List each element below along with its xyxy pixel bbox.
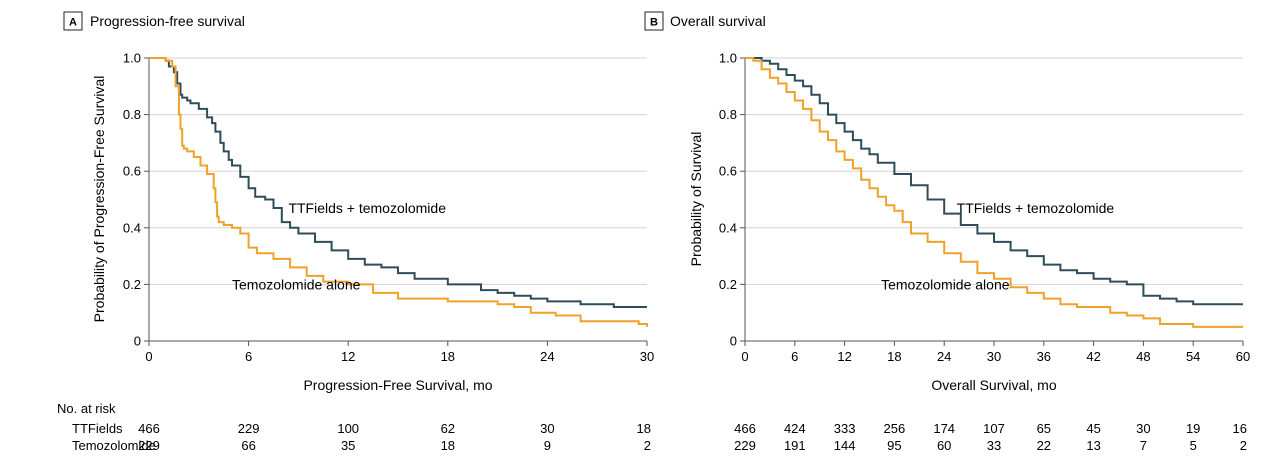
x-tick-label: 0 (145, 349, 152, 364)
panel-letter-box (63, 11, 83, 31)
x-tick-label: 12 (341, 349, 355, 364)
x-tick-label: 30 (640, 349, 654, 364)
curve-label: TTFields + temozolomide (288, 200, 446, 216)
y-tick-label: 0.2 (123, 277, 141, 292)
y-tick-label: 0.4 (123, 220, 141, 235)
risk-value: 65 (1037, 421, 1051, 436)
x-tick-label: 54 (1186, 349, 1200, 364)
temozolomide-survival-curve (149, 57, 648, 327)
y-tick-label: 0.8 (123, 107, 141, 122)
ttfields-survival-curve (149, 57, 647, 308)
risk-value: 229 (138, 438, 160, 453)
risk-value: 174 (933, 421, 955, 436)
curve-label: Temozolomide alone (232, 276, 361, 292)
y-axis-label: Probability of Progression-Free Survival (91, 76, 107, 323)
y-tick-label: 1.0 (123, 51, 141, 66)
risk-value: 229 (734, 438, 756, 453)
x-tick-label: 60 (1236, 349, 1250, 364)
temozolomide-survival-curve (745, 57, 1243, 328)
risk-value: 7 (1140, 438, 1147, 453)
risk-value: 107 (983, 421, 1005, 436)
risk-value: 424 (784, 421, 806, 436)
risk-value: 256 (884, 421, 906, 436)
risk-value: 2 (1240, 438, 1247, 453)
x-tick-label: 24 (937, 349, 951, 364)
x-tick-label: 36 (1037, 349, 1051, 364)
x-tick-label: 48 (1136, 349, 1150, 364)
x-tick-label: 42 (1086, 349, 1100, 364)
risk-value: 5 (1190, 438, 1197, 453)
panel-title: Progression-free survival (90, 13, 245, 29)
risk-value: 35 (341, 438, 355, 453)
panel-b-overall-survival: B Overall survival 0 0.2 0.4 0.6 0.8 1.0 0 6 12 18 2… (644, 11, 1250, 453)
x-tick-label: 6 (791, 349, 798, 364)
risk-value: 2 (644, 438, 651, 453)
x-tick-label: 0 (741, 349, 748, 364)
x-tick-label: 12 (837, 349, 851, 364)
risk-value: 95 (887, 438, 901, 453)
panel-title: Overall survival (670, 13, 766, 29)
y-tick-label: 0.8 (719, 107, 737, 122)
x-tick-label: 6 (245, 349, 252, 364)
x-tick-label: 24 (540, 349, 554, 364)
y-tick-label: 0.6 (123, 164, 141, 179)
risk-table-title: No. at risk (57, 401, 116, 416)
curve-label: TTFields + temozolomide (957, 200, 1115, 216)
y-axis-label: Probability of Survival (688, 132, 704, 267)
risk-value: 22 (1037, 438, 1051, 453)
risk-value: 466 (734, 421, 756, 436)
panel-letter: B (650, 17, 658, 29)
risk-value: 62 (441, 421, 455, 436)
risk-value: 66 (241, 438, 255, 453)
risk-value: 60 (937, 438, 951, 453)
risk-value: 18 (637, 421, 651, 436)
risk-value: 18 (441, 438, 455, 453)
risk-value: 30 (1136, 421, 1150, 436)
x-tick-label: 18 (441, 349, 455, 364)
risk-value: 33 (987, 438, 1001, 453)
panel-letter-box (644, 11, 664, 31)
risk-value: 466 (138, 421, 160, 436)
panel-a-progression-free-survival: A Progression-free survival 0 0.2 0.4 0.6 0.8 1… (57, 11, 654, 453)
x-axis-label: Progression-Free Survival, mo (303, 377, 492, 393)
risk-value: 30 (540, 421, 554, 436)
risk-value: 333 (834, 421, 856, 436)
risk-value: 144 (834, 438, 856, 453)
risk-value: 229 (238, 421, 260, 436)
risk-value: 100 (337, 421, 359, 436)
y-tick-label: 0 (730, 334, 737, 349)
y-tick-label: 0.2 (719, 277, 737, 292)
risk-value: 45 (1086, 421, 1100, 436)
risk-row-label: TTFields (72, 421, 123, 436)
risk-row-label: Temozolomide (72, 438, 156, 453)
y-tick-label: 0 (134, 334, 141, 349)
y-tick-label: 1.0 (719, 51, 737, 66)
x-axis-label: Overall Survival, mo (931, 377, 1056, 393)
x-tick-label: 30 (987, 349, 1001, 364)
y-tick-label: 0.6 (719, 164, 737, 179)
risk-value: 13 (1086, 438, 1100, 453)
y-tick-label: 0.4 (719, 220, 737, 235)
risk-value: 9 (544, 438, 551, 453)
ttfields-survival-curve (745, 57, 1243, 306)
risk-value: 191 (784, 438, 806, 453)
risk-value: 19 (1186, 421, 1200, 436)
panel-letter: A (69, 17, 77, 29)
risk-value: 16 (1233, 421, 1247, 436)
x-tick-label: 18 (887, 349, 901, 364)
curve-label: Temozolomide alone (881, 276, 1010, 292)
